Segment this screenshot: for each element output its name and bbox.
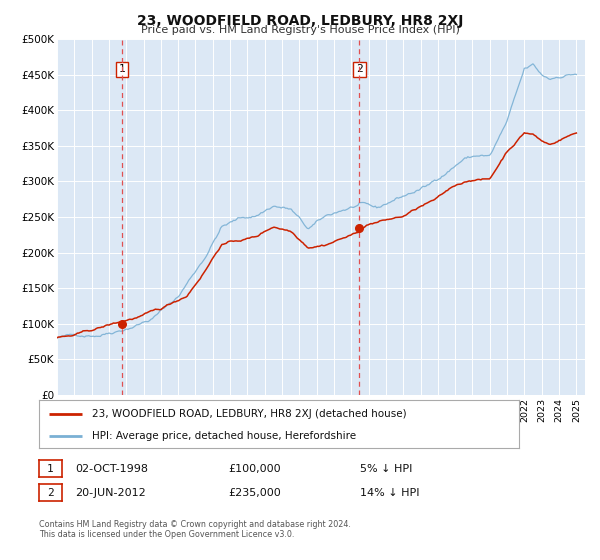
Text: 20-JUN-2012: 20-JUN-2012: [75, 488, 146, 498]
Text: Contains HM Land Registry data © Crown copyright and database right 2024.: Contains HM Land Registry data © Crown c…: [39, 520, 351, 529]
Text: 2: 2: [47, 488, 54, 498]
Text: £100,000: £100,000: [228, 464, 281, 474]
Text: 23, WOODFIELD ROAD, LEDBURY, HR8 2XJ: 23, WOODFIELD ROAD, LEDBURY, HR8 2XJ: [137, 14, 463, 28]
Text: 14% ↓ HPI: 14% ↓ HPI: [360, 488, 419, 498]
Text: 23, WOODFIELD ROAD, LEDBURY, HR8 2XJ (detached house): 23, WOODFIELD ROAD, LEDBURY, HR8 2XJ (de…: [92, 409, 406, 419]
Text: 5% ↓ HPI: 5% ↓ HPI: [360, 464, 412, 474]
Text: 2: 2: [356, 64, 363, 74]
Text: 02-OCT-1998: 02-OCT-1998: [75, 464, 148, 474]
Text: 1: 1: [47, 464, 54, 474]
Text: HPI: Average price, detached house, Herefordshire: HPI: Average price, detached house, Here…: [92, 431, 356, 441]
Text: £235,000: £235,000: [228, 488, 281, 498]
Text: 1: 1: [119, 64, 125, 74]
Text: Price paid vs. HM Land Registry's House Price Index (HPI): Price paid vs. HM Land Registry's House …: [140, 25, 460, 35]
Text: This data is licensed under the Open Government Licence v3.0.: This data is licensed under the Open Gov…: [39, 530, 295, 539]
